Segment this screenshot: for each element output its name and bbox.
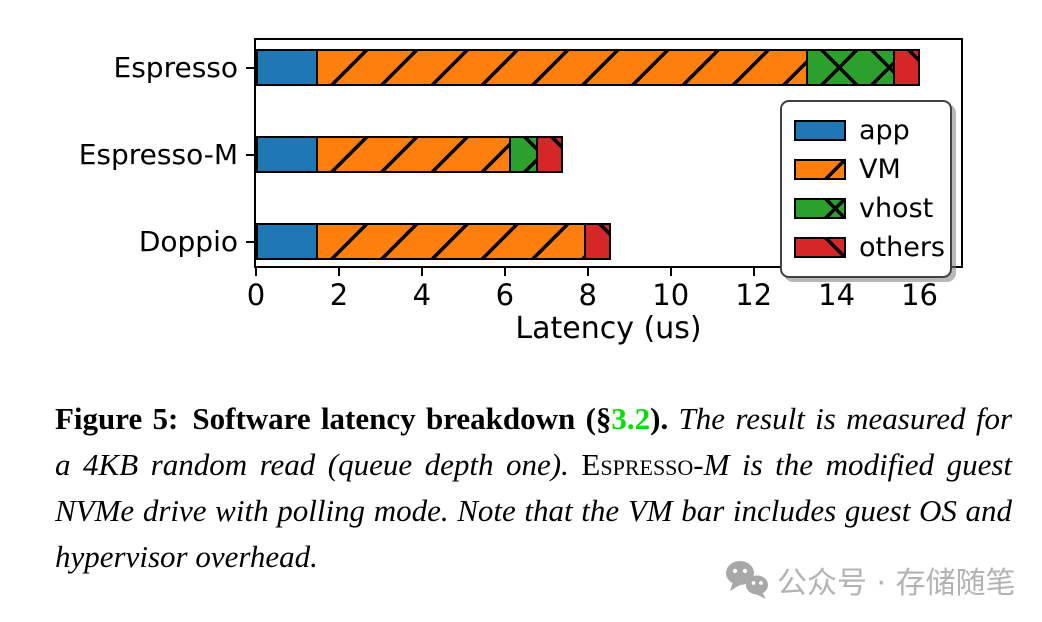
caption-system-name-suffix: M [703,447,730,482]
caption-section-link[interactable]: 3.2 [611,401,651,436]
y-axis-label: Espresso [113,50,238,84]
bar-segment-VM [316,49,808,86]
caption-title: Software latency breakdown (§ [192,401,612,436]
x-tick-label: 16 [901,278,938,312]
legend-entry-others: others [794,228,945,267]
x-tick-mark [586,268,589,276]
bar-segment-others [583,223,611,260]
caption-title-close: ). [650,401,669,436]
watermark-text: 公众号 · 存储随笔 [777,566,1016,601]
x-tick-label: 6 [495,278,515,312]
plot-area: app VM vhost others [254,38,963,278]
legend-swatch-others [794,237,846,258]
legend-label-vm: VM [859,154,901,185]
legend-swatch-vm [794,159,846,180]
x-tick-mark [337,268,340,276]
bar-segment-app [256,49,319,86]
wechat-icon [726,561,768,599]
x-tick-mark [669,268,672,276]
legend-label-others: others [859,232,945,263]
bar-segment-VM [316,136,512,173]
bar-segment-vhost [509,136,539,173]
caption-sentence-2: is the modified guest NVMe drive with po… [55,447,1013,574]
y-tick-mark [246,240,254,243]
x-tick-label: 14 [818,278,856,312]
x-tick-label: 2 [329,278,349,312]
legend-label-vhost: vhost [859,193,934,224]
x-tick-label: 4 [412,278,432,312]
x-tick-label: 8 [578,278,597,312]
watermark: 公众号 · 存储随笔 [724,558,1016,602]
caption-system-name: Espresso- [581,447,704,482]
x-tick-mark [752,268,755,276]
bar-segment-others [536,136,564,173]
x-tick-label: 0 [246,278,266,312]
caption-figure-label: Figure 5: [55,401,179,436]
x-tick-mark [255,268,257,276]
x-axis-title: Latency (us) [515,311,702,346]
bar-segment-others [892,49,920,86]
bar-row [256,223,611,260]
bar-segment-vhost [805,49,895,86]
y-tick-mark [246,153,254,156]
y-axis-label: Espresso-M [78,137,238,171]
legend-label-app: app [859,115,910,146]
bar-segment-app [256,136,319,173]
x-tick-mark [420,268,423,276]
bar-row [256,49,920,86]
bar-row [256,136,564,173]
bar-segment-app [256,223,319,260]
legend-entry-app: app [794,111,938,150]
bar-segment-VM [316,223,586,260]
figure-caption: Figure 5: Software latency breakdown (§3.… [55,396,1012,580]
y-tick-mark [246,66,254,69]
caption-sentence-1: The result is measured for a 4KB random … [55,401,1013,482]
x-tick-mark [503,268,506,276]
legend-entry-vhost: vhost [794,189,938,228]
legend-entry-vm: VM [794,150,938,189]
y-axis-label: Doppio [138,224,238,258]
x-tick-label: 10 [652,278,690,312]
x-tick-label: 12 [735,278,773,312]
legend-swatch-vhost [794,198,846,219]
chart-legend: app VM vhost others [780,100,952,278]
legend-swatch-app [794,120,846,141]
